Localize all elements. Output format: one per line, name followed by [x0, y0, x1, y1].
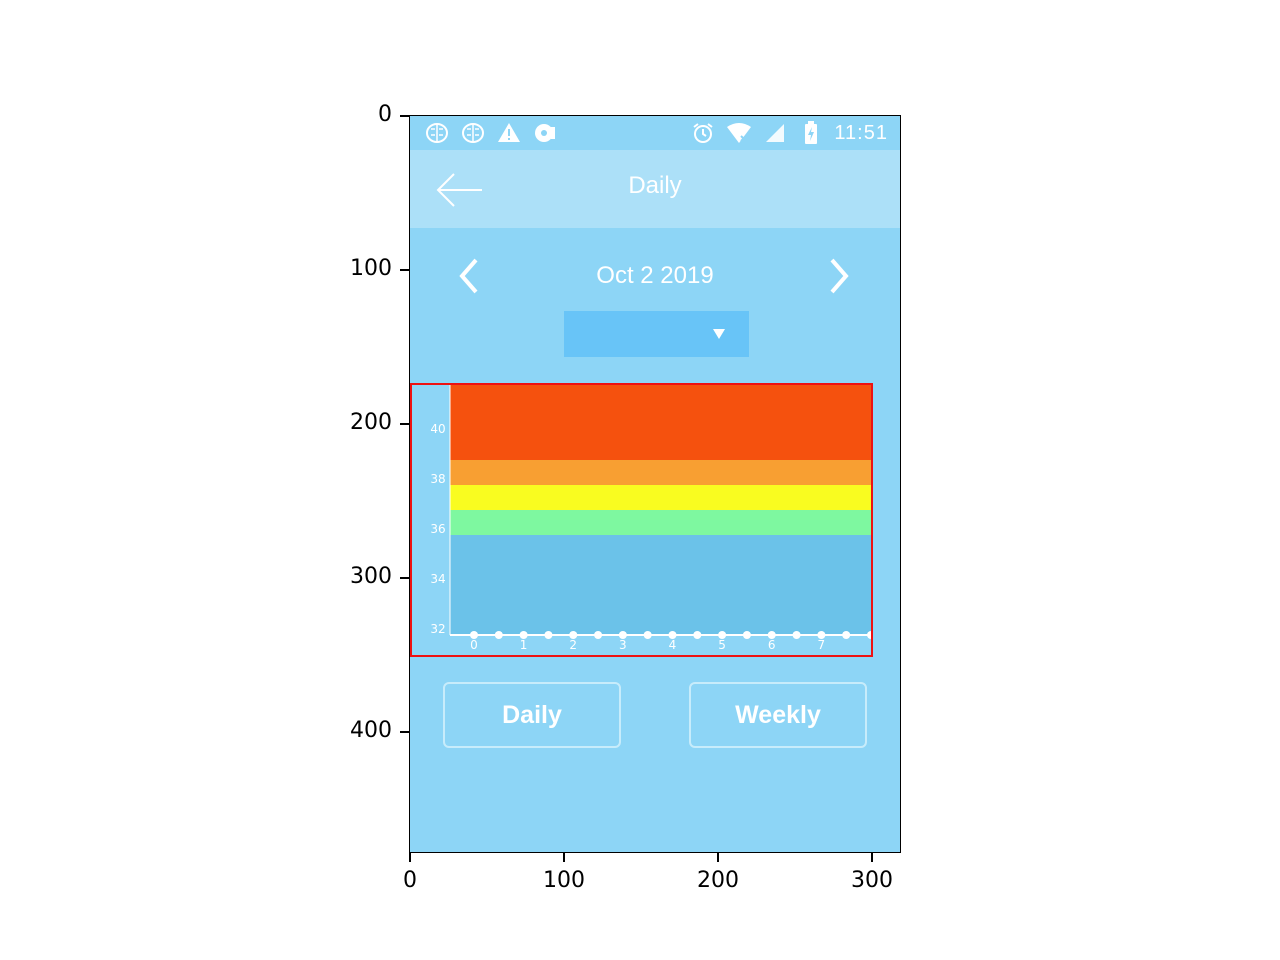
date-label: Oct 2 2019 — [596, 262, 714, 289]
chart-band-3 — [450, 460, 871, 485]
y-tick-label: 36 — [430, 522, 445, 536]
chevron-right-icon — [830, 258, 849, 294]
brain-icon — [460, 120, 486, 146]
x-tick-label: 1 — [520, 638, 528, 652]
status-clock: 11:51 — [834, 121, 888, 144]
outer-y-tick-mark — [400, 731, 409, 733]
alarm-icon — [690, 120, 716, 146]
weekly-button[interactable]: Weekly — [689, 682, 867, 748]
data-point — [842, 631, 851, 639]
data-point — [643, 631, 652, 639]
data-point — [792, 631, 801, 639]
status-bar: 11:51 — [410, 116, 900, 150]
data-point — [767, 631, 776, 639]
caret-down-icon — [713, 329, 725, 339]
outer-y-tick-mark — [400, 423, 409, 425]
outer-y-tick-label: 100 — [350, 256, 392, 281]
data-point — [569, 631, 578, 639]
outer-y-tick-label: 200 — [350, 410, 392, 435]
status-icons-left — [424, 120, 558, 146]
data-point — [494, 631, 503, 639]
data-point — [519, 631, 528, 639]
outer-x-tick-mark — [717, 853, 719, 862]
data-point — [470, 631, 478, 639]
chart-band-2 — [450, 485, 871, 510]
page-title: Daily — [628, 172, 682, 199]
outer-y-tick-label: 300 — [350, 564, 392, 589]
x-tick-label: 6 — [768, 638, 776, 652]
data-point — [618, 631, 627, 639]
data-point — [544, 631, 553, 639]
x-tick-label: 2 — [569, 638, 577, 652]
chart-band-4 — [450, 385, 871, 460]
status-icons-right: 11:51 — [690, 120, 888, 146]
outer-x-tick-mark — [563, 853, 565, 862]
wifi-icon — [726, 120, 752, 146]
y-tick-label: 32 — [430, 622, 445, 636]
chart-band-0 — [450, 535, 871, 635]
arrow-left-icon — [436, 173, 482, 207]
axes-frame — [409, 115, 901, 853]
outer-x-tick-label: 200 — [697, 868, 739, 893]
y-tick-label: 40 — [430, 422, 445, 436]
date-navigator: Oct 2 2019 — [410, 246, 900, 306]
data-point — [817, 631, 826, 639]
x-tick-label: 0 — [470, 638, 478, 652]
x-tick-label: 3 — [619, 638, 627, 652]
device-dropdown[interactable] — [564, 311, 749, 357]
x-tick-label: 7 — [818, 638, 826, 652]
x-tick-label: 5 — [718, 638, 726, 652]
signal-icon — [762, 120, 788, 146]
outer-y-tick-mark — [400, 269, 409, 271]
outer-y-tick-mark — [400, 577, 409, 579]
battery-charging-icon — [798, 120, 824, 146]
back-button[interactable] — [434, 170, 486, 210]
previous-day-button[interactable] — [454, 256, 484, 296]
app-bar: Daily — [410, 150, 900, 228]
chart-band-1 — [450, 510, 871, 535]
data-point — [668, 631, 677, 639]
temperature-chart: 32 34 36 38 40 0 1 2 3 4 5 6 7 — [410, 383, 873, 657]
outer-y-tick-label: 400 — [350, 718, 392, 743]
data-point — [594, 631, 603, 639]
y-tick-label: 38 — [430, 472, 445, 486]
daily-button[interactable]: Daily — [443, 682, 621, 748]
vinyl-icon — [532, 120, 558, 146]
chevron-left-icon — [459, 258, 478, 294]
data-point — [718, 631, 727, 639]
data-point — [867, 631, 871, 639]
outer-x-tick-mark — [409, 853, 411, 862]
brain-icon — [424, 120, 450, 146]
data-point — [693, 631, 702, 639]
outer-x-tick-label: 0 — [403, 868, 417, 893]
outer-y-tick-label: 0 — [378, 102, 392, 127]
outer-x-tick-label: 100 — [543, 868, 585, 893]
phone-screen: 11:51 Daily Oct 2 2019 32 34 36 38 40 0 — [410, 116, 900, 852]
data-point — [742, 631, 751, 639]
y-tick-label: 34 — [430, 572, 445, 586]
warning-icon — [496, 120, 522, 146]
outer-x-tick-mark — [871, 853, 873, 862]
next-day-button[interactable] — [824, 256, 854, 296]
x-tick-label: 4 — [669, 638, 677, 652]
outer-y-tick-mark — [400, 115, 409, 117]
outer-x-tick-label: 300 — [851, 868, 893, 893]
